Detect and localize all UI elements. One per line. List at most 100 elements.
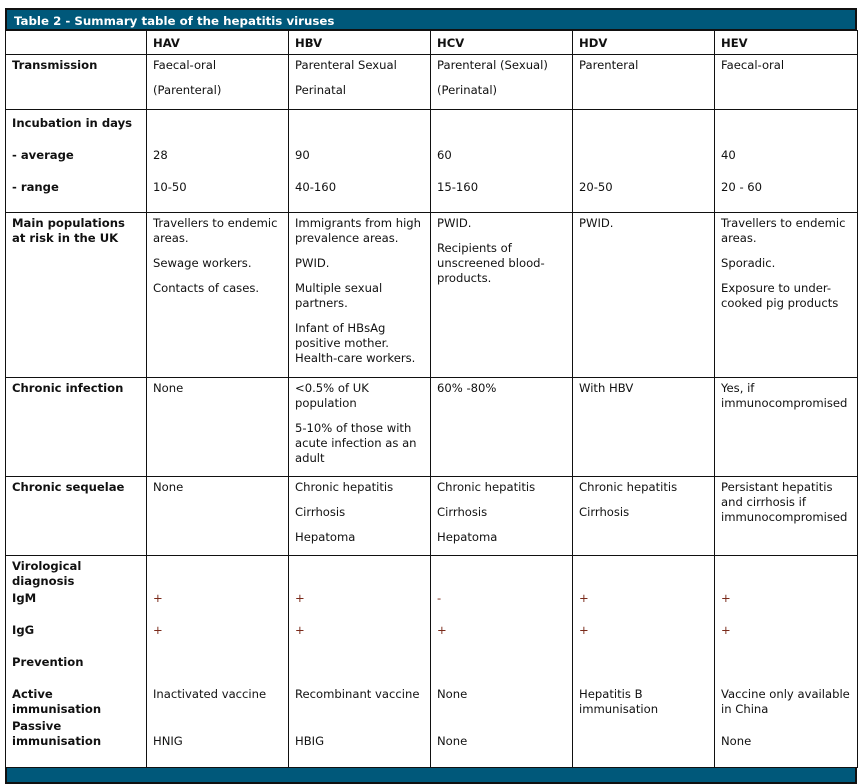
row-label: Virological diagnosis IgM IgG Prevention Act… [5,555,147,768]
cell: Yes, if immunocompromised [714,377,858,477]
passive-label: Passive immunisation [12,719,102,748]
column-header: HBV [288,30,431,55]
cell: + + Recombinant vaccine HBIG [288,555,431,768]
passive-value: HBIG [295,734,325,748]
cell: - + None None [430,555,573,768]
cell-line: Faecal-oral [153,58,217,72]
cell-line: Contacts of cases. [153,281,260,295]
cell: Travellers to endemic areas. Sporadic. Exp… [714,212,858,378]
cell-line: With HBV [579,381,634,395]
cell-line: Infant of HBsAg positive mother. Health-… [295,321,416,365]
header-row: HAV HBV HCV HDV HEV [5,30,858,55]
range-label: - range [12,180,59,194]
active-value: Vaccine only available in China [721,687,850,716]
chronic-infection-row: Chronic infection None <0.5% of UK populat… [5,377,858,477]
cell: 90 40-160 [288,109,431,213]
cell-line: <0.5% of UK population [295,381,369,410]
cell: PWID. [572,212,715,378]
row-label: Chronic infection [5,377,147,477]
cell: + + Vaccine only available in China None [714,555,858,768]
cell-line: None [153,381,184,395]
cell-line: PWID. [437,216,472,230]
igm-value: + [721,591,731,605]
cell-line: Exposure to under-cooked pig products [721,281,839,310]
active-value: Recombinant vaccine [295,687,420,701]
range-value: 15-160 [437,180,479,194]
cell: 28 10-50 [146,109,289,213]
active-value: Inactivated vaccine [153,687,267,701]
cell: + + Inactivated vaccine HNIG [146,555,289,768]
transmission-row: Transmission Faecal-oral (Parenteral) Paren… [5,54,858,110]
cell: <0.5% of UK population 5-10% of those wit… [288,377,431,477]
igg-value: + [295,623,305,637]
row-label: Main populations at risk in the UK [5,212,147,378]
cell: Faecal-oral (Parenteral) [146,54,289,110]
cell-line: Cirrhosis [437,505,488,519]
hepatitis-summary-table: HAV HBV HCV HDV HEV Transmission Faecal-oral (P… [5,30,858,768]
cell: PWID. Recipients of unscreened blood-prod… [430,212,573,378]
igm-value: + [295,591,305,605]
cell-line: 60% -80% [437,381,497,395]
incubation-row: Incubation in days - average - range 28 10-5… [5,109,858,213]
cell-line: Persistant hepatitis and cirrhosis if im… [721,480,848,524]
cell-line: Travellers to endemic areas. [153,216,278,245]
range-value: 40-160 [295,180,337,194]
cell: Persistant hepatitis and cirrhosis if im… [714,476,858,556]
range-value: 10-50 [153,180,187,194]
cell: 40 20 - 60 [714,109,858,213]
table-footer-bar [5,768,857,784]
cell: Faecal-oral [714,54,858,110]
cell: 60 15-160 [430,109,573,213]
average-value: 60 [437,148,452,162]
cell-line: Hepatoma [295,530,356,544]
cell-line: Immigrants from high prevalence areas. [295,216,422,245]
cell: Immigrants from high prevalence areas. PW… [288,212,431,378]
igm-value: - [437,591,442,605]
cell-line: Yes, if immunocompromised [721,381,848,410]
cell-line: Multiple sexual partners. [295,281,383,310]
cell-line: 5-10% of those with acute infection as a… [295,421,417,465]
column-header: HAV [146,30,289,55]
row-label: Incubation in days - average - range [5,109,147,213]
cell: Parenteral (Sexual) (Perinatal) [430,54,573,110]
chronic-sequelae-row: Chronic sequelae None Chronic hepatitis Cir… [5,476,858,556]
summary-table-container: Table 2 - Summary table of the hepatitis… [5,8,858,784]
populations-row: Main populations at risk in the UK Travel… [5,212,858,378]
virological-prevention-row: Virological diagnosis IgM IgG Prevention Act… [5,555,858,768]
passive-value: None [721,734,752,748]
virological-label: Virological diagnosis [12,559,82,588]
cell-line: Recipients of unscreened blood-products. [437,241,545,285]
igm-label: IgM [12,591,37,605]
cell-line: Chronic hepatitis [579,480,678,494]
table-title: Table 2 - Summary table of the hepatitis… [5,8,857,30]
cell-line: PWID. [295,256,330,270]
active-value: Hepatitis B immunisation [579,687,659,716]
cell: Chronic hepatitis Cirrhosis Hepatoma [288,476,431,556]
average-value: 28 [153,148,168,162]
incubation-label: Incubation in days [12,116,133,130]
cell-line: Travellers to endemic areas. [721,216,846,245]
igg-value: + [579,623,589,637]
cell-line: (Perinatal) [437,83,498,97]
range-value: 20-50 [579,180,613,194]
cell-line: Parenteral (Sexual) [437,58,548,72]
cell: None [146,476,289,556]
average-value [579,148,708,180]
cell-line: Faecal-oral [721,58,785,72]
prevention-label: Prevention [12,655,84,669]
cell: + + Hepatitis B immunisation [572,555,715,768]
igg-value: + [153,623,163,637]
cell-line: Parenteral Sexual [295,58,397,72]
cell: 60% -80% [430,377,573,477]
igg-label: IgG [12,623,35,637]
cell: Parenteral [572,54,715,110]
cell: Parenteral Sexual Perinatal [288,54,431,110]
cell: With HBV [572,377,715,477]
igm-value: + [579,591,589,605]
cell-line: Parenteral [579,58,639,72]
cell-line: None [153,480,184,494]
igm-value: + [153,591,163,605]
column-header: HDV [572,30,715,55]
average-label: - average [12,148,74,162]
cell-line: Perinatal [295,83,347,97]
